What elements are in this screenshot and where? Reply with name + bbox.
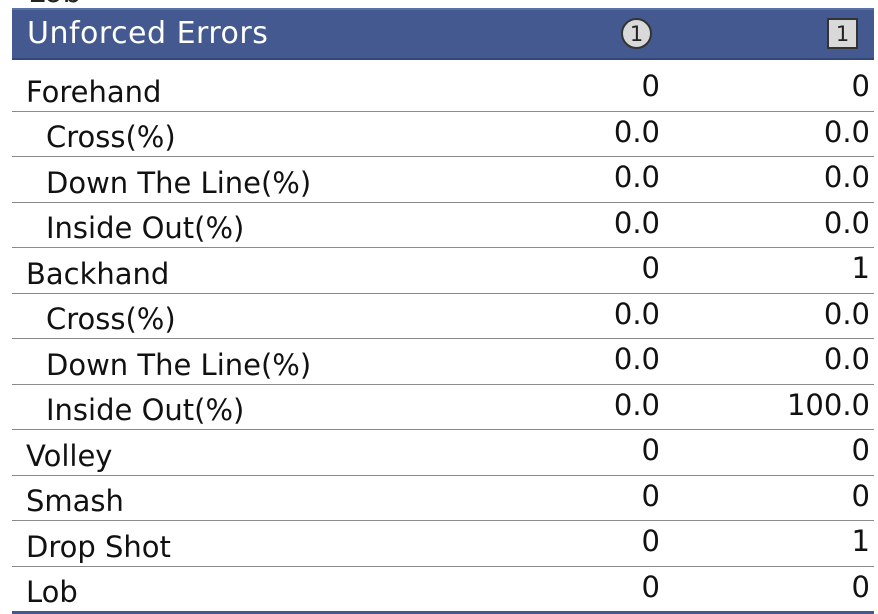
player2-value: 100.0 [787,387,870,423]
player1-value: 0 [642,569,660,605]
stat-row-drop-shot: Drop Shot 0 1 [12,521,874,567]
player2-value: 0 [852,432,870,468]
section-title: Unforced Errors [27,15,268,53]
player2-value: 0 [852,478,870,514]
stat-label: Volley [26,438,112,474]
player2-value: 1 [852,523,870,559]
stat-label: Inside Out(%) [46,210,244,246]
player2-square-icon: 1 [827,18,858,49]
stat-label: Smash [26,483,124,519]
player2-value: 0 [852,569,870,605]
stat-row-backhand-cross: Cross(%) 0.0 0.0 [12,294,874,340]
stat-label: Inside Out(%) [46,392,244,428]
player1-value: 0.0 [614,205,660,241]
stat-label: Drop Shot [26,529,171,565]
stat-label: Cross(%) [46,301,176,337]
stat-row-forehand-inside-out: Inside Out(%) 0.0 0.0 [12,203,874,249]
player2-value: 0.0 [824,114,870,150]
previous-section-clipped-label: Lob [28,0,82,8]
player1-value: 0 [642,478,660,514]
unforced-errors-header: Unforced Errors 1 1 [12,8,874,60]
player2-value: 0.0 [824,296,870,332]
stat-row-backhand-inside-out: Inside Out(%) 0.0 100.0 [12,385,874,431]
player1-value: 0.0 [614,159,660,195]
stats-table: Forehand 0 0 Cross(%) 0.0 0.0 Down The L… [12,66,874,614]
stat-label: Lob [26,574,78,610]
player1-circle-icon: 1 [621,18,652,49]
stat-label: Down The Line(%) [46,165,311,201]
player1-value: 0 [642,250,660,286]
stat-row-smash: Smash 0 0 [12,476,874,522]
player2-value: 0.0 [824,341,870,377]
player1-value: 0 [642,432,660,468]
player1-value: 0.0 [614,296,660,332]
stat-row-forehand-down-the-line: Down The Line(%) 0.0 0.0 [12,157,874,203]
stat-label: Forehand [26,74,161,110]
stat-row-lob: Lob 0 0 [12,567,874,614]
player1-value: 0.0 [614,341,660,377]
stat-row-volley: Volley 0 0 [12,430,874,476]
player2-value: 1 [852,250,870,286]
stat-row-forehand: Forehand 0 0 [12,66,874,112]
player2-value: 0 [852,68,870,104]
player1-value: 0 [642,68,660,104]
stat-label: Backhand [26,256,169,292]
player1-value: 0 [642,523,660,559]
player1-value: 0.0 [614,387,660,423]
stat-label: Cross(%) [46,119,176,155]
player2-value: 0.0 [824,159,870,195]
stat-row-backhand-down-the-line: Down The Line(%) 0.0 0.0 [12,339,874,385]
stat-row-backhand: Backhand 0 1 [12,248,874,294]
stat-label: Down The Line(%) [46,347,311,383]
player2-value: 0.0 [824,205,870,241]
stat-row-forehand-cross: Cross(%) 0.0 0.0 [12,112,874,158]
player1-value: 0.0 [614,114,660,150]
